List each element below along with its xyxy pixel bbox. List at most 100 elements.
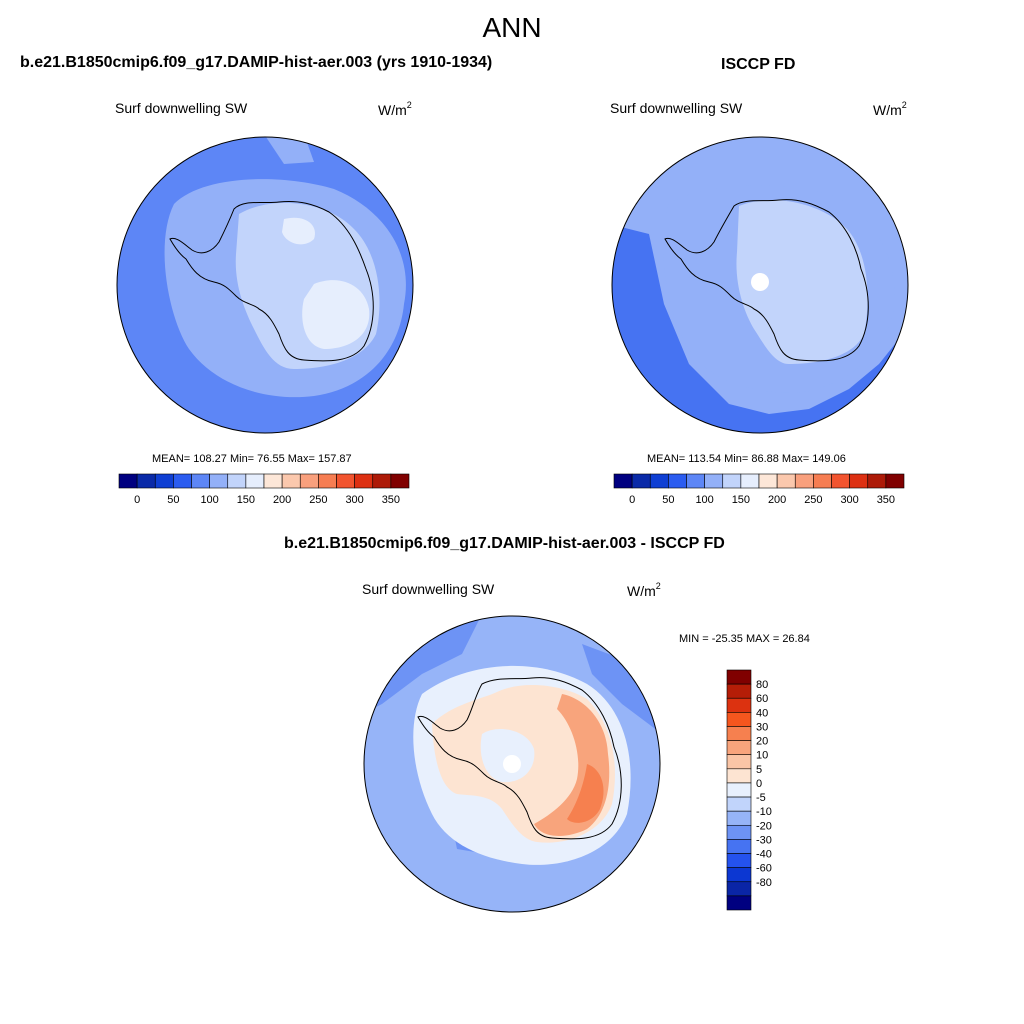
obs-colorbar-swatch: [613, 473, 633, 489]
obs-panel-title: ISCCP FD: [721, 56, 796, 73]
model-colorbar-swatch: [209, 473, 229, 489]
obs-colorbar-swatch: [758, 473, 778, 489]
obs-stats: MEAN= 113.54 Min= 86.88 Max= 149.06: [647, 453, 846, 465]
obs-colorbar-swatch: [776, 473, 796, 489]
diff-colorbar-swatch: [726, 712, 752, 727]
obs-colorbar-tick-label: 300: [840, 494, 858, 506]
diff-unit-label: W/m2: [627, 581, 661, 599]
diff-colorbar-tick-label: 30: [756, 721, 768, 733]
obs-ice-sheet: [736, 200, 868, 364]
obs-colorbar-swatch: [885, 473, 905, 489]
diff-colorbar-swatch: [726, 782, 752, 798]
diff-colorbar-swatch: [726, 853, 752, 868]
obs-outer-band: [612, 224, 908, 433]
diff-colorbar-tick-label: 0: [756, 778, 762, 790]
model-polar-map: [116, 136, 414, 434]
diff-colorbar-tick-label: -60: [756, 863, 772, 875]
diff-colorbar-tick-label: 80: [756, 679, 768, 691]
diff-variable-label: Surf downwelling SW: [362, 581, 495, 597]
obs-colorbar-swatch: [686, 473, 705, 489]
obs-colorbar-tick-label: 150: [732, 494, 750, 506]
obs-map-border: [611, 136, 909, 434]
obs-colorbar-tick-label: 0: [629, 494, 635, 506]
model-unit-label: W/m2: [378, 100, 412, 118]
diff-colorbar-tick-label: -10: [756, 806, 772, 818]
diff-colorbar-tick-label: -80: [756, 877, 772, 889]
obs-colorbar-tick-label: 250: [804, 494, 822, 506]
diff-colorbar-swatch: [726, 697, 752, 713]
diff-colorbar-tick-label: -40: [756, 849, 772, 861]
model-colorbar-tick-label: 200: [273, 494, 291, 506]
diff-colorbar-swatch: [726, 839, 752, 854]
model-colorbar-swatch: [154, 473, 174, 489]
obs-colorbar-tick-label: 50: [662, 494, 674, 506]
obs-colorbar-tick-label: 200: [768, 494, 786, 506]
diff-polar-gap: [503, 755, 521, 773]
model-panel-title: b.e21.B1850cmip6.f09_g17.DAMIP-hist-aer.…: [20, 54, 493, 71]
diff-polar-map: [363, 615, 661, 913]
model-colorbar-swatch: [227, 473, 247, 489]
model-colorbar-swatch: [281, 473, 301, 489]
model-colorbar-swatch: [390, 473, 410, 489]
obs-colorbar-tick-label: 350: [877, 494, 895, 506]
obs-colorbar-swatch: [831, 473, 850, 489]
diff-panel-title: b.e21.B1850cmip6.f09_g17.DAMIP-hist-aer.…: [284, 535, 725, 552]
figure-title: ANN: [482, 12, 542, 43]
diff-colorbar-tick-label: -20: [756, 820, 772, 832]
obs-colorbar-swatch: [794, 473, 814, 489]
model-colorbar-swatch: [372, 473, 392, 489]
obs-colorbar-tick-label: 100: [695, 494, 713, 506]
obs-polar-map: [611, 136, 909, 434]
obs-colorbar-swatch: [722, 473, 742, 489]
diff-colorbar-swatch: [726, 683, 752, 699]
diff-colorbar-swatch: [726, 867, 752, 883]
obs-polar-gap: [751, 273, 769, 291]
diff-colorbar-swatch: [726, 824, 752, 840]
model-colorbar-swatch: [318, 473, 337, 489]
model-colorbar-swatch: [263, 473, 283, 489]
model-map-border: [116, 136, 414, 434]
diff-stats: MIN = -25.35 MAX = 26.84: [679, 633, 810, 645]
diff-colorbar-swatch: [726, 740, 752, 756]
obs-colorbar-swatch: [813, 473, 832, 489]
obs-colorbar-swatch: [649, 473, 669, 489]
diff-colorbar-swatch: [726, 726, 752, 741]
model-colorbar-tick-label: 100: [200, 494, 218, 506]
diff-colorbar-swatch: [726, 796, 752, 812]
diff-colorbar-swatch: [726, 669, 752, 685]
obs-colorbar-swatch: [867, 473, 887, 489]
model-colorbar-tick-label: 250: [309, 494, 327, 506]
diff-colorbar-swatch: [726, 754, 752, 770]
diff-colorbar-swatch: [726, 810, 752, 826]
model-antarctic-coastline: [169, 201, 374, 362]
obs-unit-label: W/m2: [873, 100, 907, 118]
model-colorbar-tick-label: 50: [167, 494, 179, 506]
obs-antarctic-coastline: [664, 199, 869, 362]
model-colorbar-tick-label: 300: [345, 494, 363, 506]
diff-map-border: [363, 615, 661, 913]
diff-colorbar-swatch: [726, 768, 752, 784]
diff-antarctic-coastline: [417, 677, 622, 840]
obs-colorbar-swatch: [668, 473, 687, 489]
obs-colorbar-swatch: [849, 473, 869, 489]
model-colorbar-swatch: [336, 473, 355, 489]
diff-colorbar-tick-label: 5: [756, 764, 762, 776]
model-plateau-max: [302, 280, 370, 349]
diff-colorbar-swatch: [726, 895, 752, 911]
obs-colorbar-swatch: [704, 473, 724, 489]
diff-colorbar-tick-label: -30: [756, 834, 772, 846]
model-colorbar-swatch: [354, 473, 374, 489]
model-colorbar-swatch: [118, 473, 138, 489]
model-colorbar-swatch: [299, 473, 319, 489]
model-colorbar-swatch: [136, 473, 156, 489]
obs-colorbar-swatch: [740, 473, 760, 489]
model-colorbar-tick-label: 150: [237, 494, 255, 506]
diff-colorbar-tick-label: 60: [756, 693, 768, 705]
model-colorbar-tick-label: 0: [134, 494, 140, 506]
model-stats: MEAN= 108.27 Min= 76.55 Max= 157.87: [152, 453, 352, 465]
obs-colorbar: 0 50 100 150 200 250 300 350: [613, 473, 905, 506]
model-colorbar-tick-label: 350: [382, 494, 400, 506]
diff-colorbar-swatch: [726, 881, 752, 897]
diff-colorbar-tick-label: -5: [756, 792, 766, 804]
diff-colorbar-tick-label: 10: [756, 750, 768, 762]
